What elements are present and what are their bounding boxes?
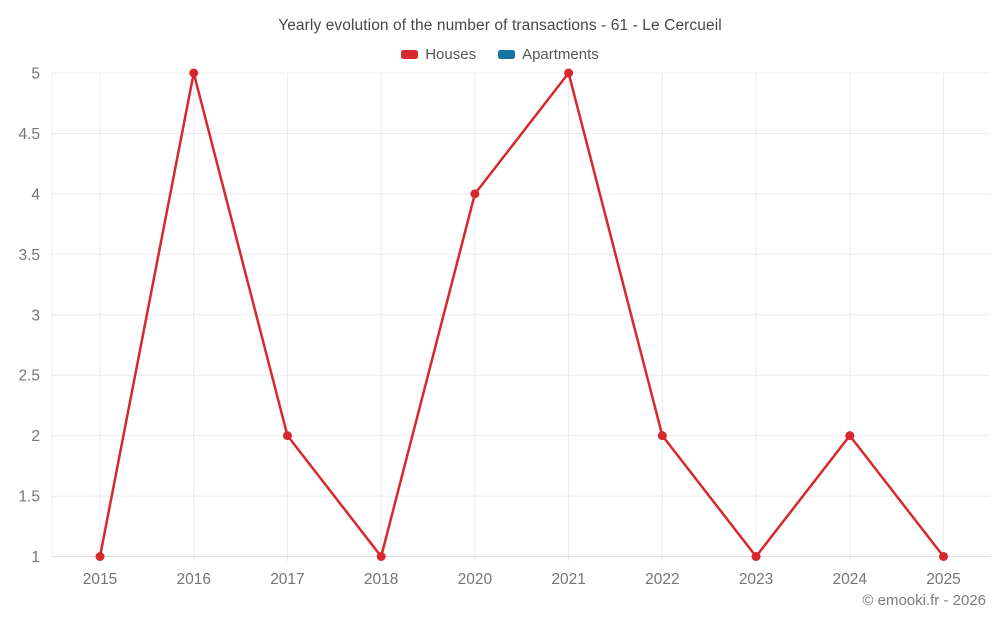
x-axis-tick-label: 2015 [83, 571, 117, 588]
x-axis-tick-label: 2020 [458, 571, 493, 588]
y-axis-tick-label: 1 [31, 549, 40, 566]
legend-item-apartments[interactable]: Apartments [498, 46, 599, 63]
x-axis-tick-label: 2021 [551, 571, 585, 588]
y-axis-tick-label: 5 [31, 66, 40, 83]
y-axis-tick-label: 4 [31, 186, 40, 203]
legend: Houses Apartments [0, 46, 1000, 63]
houses-data-point[interactable] [376, 552, 386, 561]
houses-data-point[interactable] [189, 68, 199, 78]
x-axis-tick-label: 2018 [364, 571, 398, 588]
chart-title: Yearly evolution of the number of transa… [278, 17, 722, 34]
x-axis-tick-label: 2024 [833, 571, 868, 588]
houses-data-point[interactable] [564, 68, 574, 78]
y-axis-tick-label: 2.5 [18, 368, 40, 385]
houses-legend-swatch-icon [401, 50, 419, 59]
copyright-label: © emooki.fr - 2026 [862, 592, 986, 609]
apartments-legend-label: Apartments [522, 46, 599, 63]
x-axis-tick-label: 2023 [739, 571, 773, 588]
houses-data-point[interactable] [845, 431, 855, 441]
houses-legend-label: Houses [425, 46, 477, 63]
houses-series-line [98, 71, 945, 558]
legend-item-houses[interactable]: Houses [401, 46, 476, 63]
houses-data-point[interactable] [470, 189, 480, 199]
apartments-legend-swatch-icon [498, 50, 516, 59]
houses-data-point[interactable] [657, 431, 667, 441]
y-axis-tick-label: 4.5 [18, 126, 40, 143]
houses-data-point[interactable] [95, 552, 105, 561]
x-axis-tick-label: 2022 [645, 571, 679, 588]
x-axis-tick-label: 2017 [270, 571, 304, 588]
houses-data-point[interactable] [282, 431, 292, 441]
y-axis-tick-label: 3.5 [18, 247, 40, 264]
houses-data-point[interactable] [751, 552, 761, 561]
y-axis-tick-label: 3 [31, 307, 40, 324]
x-axis-tick-label: 2016 [176, 571, 210, 588]
y-axis-tick-label: 2 [31, 428, 40, 445]
houses-data-point[interactable] [939, 552, 948, 561]
x-axis-tick-label: 2025 [926, 571, 960, 588]
y-axis-tick-label: 1.5 [18, 489, 40, 506]
